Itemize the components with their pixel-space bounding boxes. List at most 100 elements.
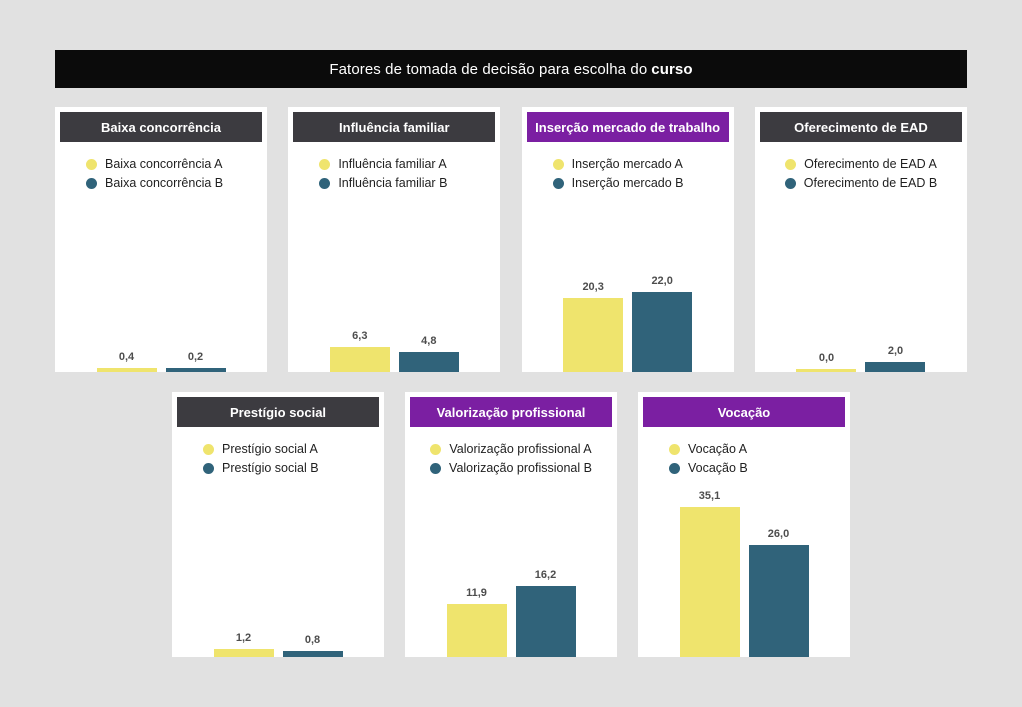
chart-panel-header: Oferecimento de EAD	[759, 112, 962, 142]
chart-panel-header: Influência familiar	[293, 112, 496, 142]
charts-row-bottom: Prestígio social Prestígio social A Prest…	[55, 392, 967, 657]
legend-item-b[interactable]: Influência familiar B	[319, 176, 469, 190]
bar-value-label: 0,4	[118, 350, 135, 363]
chart-plot: 0,4 0,2	[55, 351, 267, 372]
legend-label: Prestígio social A	[222, 442, 318, 456]
bar-group-b: 16,2	[515, 569, 576, 657]
bar-value-label: 22,0	[651, 275, 673, 287]
legend-swatch-icon	[669, 443, 680, 455]
bar-value-label: 6,3	[352, 329, 368, 342]
bar-value-label: 35,1	[698, 489, 721, 502]
chart-plot: 20,3 22,0	[522, 275, 734, 372]
legend-swatch-icon	[319, 177, 331, 189]
legend-label: Inserção mercado A	[571, 157, 683, 171]
legend-label: Valorização profissional A	[449, 442, 592, 456]
bar-group-a: 0,0	[796, 352, 857, 372]
legend-label: Baixa concorrência B	[105, 176, 224, 190]
bar	[398, 352, 459, 372]
legend-item-b[interactable]: Oferecimento de EAD B	[784, 176, 938, 190]
legend-swatch-icon	[86, 177, 97, 189]
bar	[446, 604, 507, 657]
legend-swatch-icon	[785, 158, 797, 170]
bar-group-a: 1,2	[213, 631, 274, 657]
chart-plot: 35,1 26,0	[638, 490, 850, 657]
bar-group-a: 11,9	[446, 587, 507, 657]
bar	[329, 346, 390, 372]
legend-item-b[interactable]: Valorização profissional B	[430, 461, 592, 475]
chart-legend: Oferecimento de EAD A Oferecimento de EAD…	[755, 157, 967, 190]
legend-item-a[interactable]: Prestígio social A	[203, 442, 353, 456]
bar	[282, 650, 343, 657]
bar-group-a: 20,3	[563, 281, 624, 372]
legend-item-a[interactable]: Influência familiar A	[319, 157, 469, 171]
chart-panel-valorizacao-profissional: Valorização profissional Valorização pro…	[405, 392, 617, 657]
chart-legend: Baixa concorrência A Baixa concorrência B	[55, 157, 267, 190]
chart-plot: 6,3 4,8	[288, 330, 500, 372]
chart-title: Inserção mercado de trabalho	[535, 119, 721, 135]
chart-panel-influencia-familiar: Influência familiar Influência familiar …	[288, 107, 501, 372]
chart-title: Oferecimento de EAD	[794, 119, 928, 135]
chart-plot: 0,0 2,0	[755, 345, 967, 372]
legend-item-a[interactable]: Baixa concorrência A	[86, 157, 236, 171]
legend-swatch-icon	[86, 158, 97, 170]
bar-value-label: 1,2	[235, 631, 252, 644]
chart-legend: Valorização profissional A Valorização pr…	[405, 442, 617, 475]
legend-swatch-icon	[784, 177, 796, 189]
legend-label: Oferecimento de EAD A	[804, 157, 937, 171]
bar	[748, 544, 809, 657]
legend-item-b[interactable]: Baixa concorrência B	[86, 176, 236, 190]
bar	[96, 367, 157, 372]
legend-item-a[interactable]: Oferecimento de EAD A	[785, 157, 937, 171]
legend-swatch-icon	[430, 443, 442, 455]
chart-panel-header: Vocação	[643, 397, 845, 427]
dashboard-title-bar: Fatores de tomada de decisão para escolh…	[55, 50, 967, 88]
chart-panel-prestigio-social: Prestígio social Prestígio social A Prest…	[172, 392, 384, 657]
chart-title: Influência familiar	[339, 119, 450, 135]
bar-value-label: 0,2	[187, 351, 204, 364]
chart-legend: Influência familiar A Influência familiar…	[288, 157, 500, 190]
legend-swatch-icon	[552, 158, 564, 170]
legend-swatch-icon	[203, 443, 214, 455]
legend-item-a[interactable]: Valorização profissional A	[430, 442, 592, 456]
chart-panel-header: Inserção mercado de trabalho	[526, 112, 729, 142]
chart-plot: 11,9 16,2	[405, 569, 617, 657]
bar	[632, 292, 693, 372]
bar-value-label: 0,0	[818, 352, 835, 364]
chart-legend: Prestígio social A Prestígio social B	[172, 442, 384, 475]
legend-swatch-icon	[430, 462, 442, 474]
legend-item-a[interactable]: Vocação A	[669, 442, 819, 456]
chart-title: Vocação	[717, 404, 771, 420]
legend-item-b[interactable]: Inserção mercado B	[552, 176, 703, 190]
bar-group-b: 4,8	[398, 335, 459, 372]
legend-label: Inserção mercado B	[571, 176, 684, 190]
legend-swatch-icon	[669, 462, 680, 474]
bar-group-a: 0,4	[96, 350, 157, 372]
legend-swatch-icon	[319, 158, 331, 170]
bar	[515, 585, 576, 657]
legend-item-b[interactable]: Vocação B	[669, 461, 819, 475]
legend-swatch-icon	[203, 462, 214, 474]
bar-group-b: 2,0	[865, 345, 926, 372]
bar-group-b: 0,8	[282, 633, 343, 657]
bar	[165, 368, 226, 372]
bar-value-label: 0,8	[304, 633, 321, 646]
chart-title: Baixa concorrência	[101, 119, 221, 135]
legend-label: Vocação B	[688, 461, 748, 475]
legend-item-b[interactable]: Prestígio social B	[203, 461, 353, 475]
chart-panel-oferecimento-de-ead: Oferecimento de EAD Oferecimento de EAD …	[754, 107, 967, 372]
chart-panel-vocacao: Vocação Vocação A Vocação B 35,1 26,0	[638, 392, 850, 657]
bar-group-b: 26,0	[748, 527, 809, 657]
bar-value-label: 26,0	[767, 527, 790, 540]
legend-label: Baixa concorrência A	[105, 157, 223, 171]
bar-group-a: 6,3	[329, 329, 390, 372]
dashboard-title: Fatores de tomada de decisão para escolh…	[329, 60, 693, 78]
legend-item-a[interactable]: Inserção mercado A	[552, 157, 703, 171]
legend-label: Oferecimento de EAD B	[803, 176, 938, 190]
bar	[679, 506, 740, 657]
bar-group-a: 35,1	[679, 489, 740, 657]
legend-label: Influência familiar A	[338, 157, 447, 171]
bar-value-label: 2,0	[887, 345, 904, 357]
chart-legend: Inserção mercado A Inserção mercado B	[522, 157, 734, 190]
